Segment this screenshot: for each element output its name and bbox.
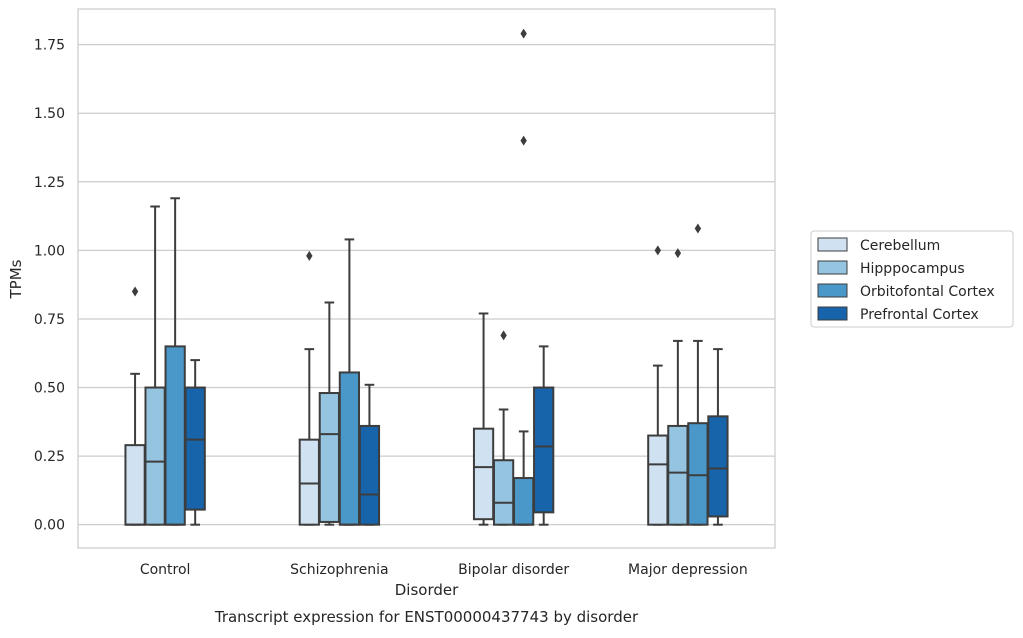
- legend-label: Cerebellum: [860, 238, 940, 254]
- box: [144, 386, 166, 526]
- x-tick-label: Control: [140, 562, 191, 578]
- legend-item: Hipppocampus: [817, 260, 965, 277]
- legend-item: Cerebellum: [817, 237, 940, 254]
- box-group: [164, 197, 186, 526]
- outlier-marker: [520, 135, 527, 146]
- legend-item: Prefrontal Cortex: [817, 306, 979, 323]
- legend-label: Hipppocampus: [860, 261, 965, 277]
- y-tick-label: 0.50: [34, 381, 65, 397]
- legend-swatch: [817, 237, 848, 252]
- legend-swatch: [817, 260, 848, 275]
- y-tick-labels: 0.00 0.25 0.50 0.75 1.00 1.25 1.50 1.75: [34, 38, 65, 534]
- box: [338, 371, 361, 526]
- y-tick-label: 0.25: [34, 449, 65, 465]
- legend-label: Prefrontal Cortex: [860, 307, 979, 323]
- y-tick-label: 0.00: [34, 518, 65, 534]
- box: [124, 444, 146, 526]
- x-tick-label: Major depression: [628, 562, 748, 578]
- legend: Cerebellum Hipppocampus Orbitofontal Corte…: [810, 230, 1014, 328]
- box: [533, 386, 555, 514]
- box: [667, 424, 689, 526]
- x-tick-label: Schizophrenia: [290, 562, 388, 578]
- box: [687, 422, 709, 526]
- outlier-marker: [500, 330, 507, 341]
- box: [492, 459, 515, 526]
- legend-swatch: [817, 306, 848, 321]
- box-group: [513, 28, 535, 526]
- outlier-marker: [654, 245, 662, 256]
- box: [472, 427, 495, 521]
- box: [184, 386, 206, 511]
- box-group: [124, 286, 146, 526]
- outlier-marker: [306, 250, 313, 261]
- y-axis-label: TPMs: [7, 259, 25, 299]
- legend-swatch: [817, 283, 848, 298]
- box-group: [472, 312, 495, 526]
- x-tick-labels: Control Schizophrenia Bipolar disorder Majo…: [140, 562, 748, 578]
- box-group: [707, 348, 729, 526]
- y-tick-label: 0.75: [34, 312, 65, 328]
- box-group: [492, 330, 515, 526]
- box: [358, 424, 381, 526]
- y-tick-label: 1.25: [34, 175, 65, 191]
- legend-item: Orbitofontal Cortex: [817, 283, 995, 300]
- outlier-marker: [674, 248, 682, 259]
- box-group: [184, 359, 206, 526]
- outlier-marker: [520, 28, 527, 39]
- box-group: [358, 383, 381, 526]
- x-axis-label: Disorder: [395, 581, 459, 599]
- box: [164, 345, 186, 526]
- outlier-marker: [131, 286, 139, 297]
- chart-caption: Transcript expression for ENST0000043774…: [214, 608, 639, 626]
- box-group: [533, 345, 555, 526]
- legend-label: Orbitofontal Cortex: [860, 284, 995, 300]
- x-tick-label: Bipolar disorder: [458, 562, 569, 578]
- box: [647, 434, 669, 526]
- box: [707, 415, 729, 518]
- box: [318, 392, 340, 523]
- legend-box: [810, 230, 1014, 328]
- box: [513, 477, 535, 526]
- plot-area-frame: [77, 8, 776, 549]
- y-tick-label: 1.50: [34, 106, 65, 122]
- outlier-marker: [694, 223, 702, 234]
- y-tick-label: 1.75: [34, 38, 65, 54]
- boxes: [124, 28, 729, 526]
- y-tick-label: 1.00: [34, 243, 65, 259]
- box: [298, 438, 320, 526]
